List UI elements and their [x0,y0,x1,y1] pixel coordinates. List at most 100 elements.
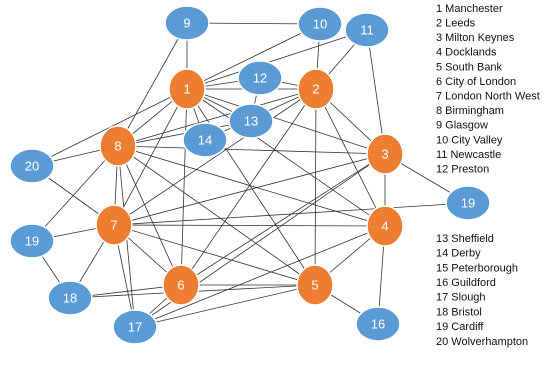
legend-item: 14 Derby [436,248,481,260]
legend-item: 7 London North West [436,91,540,103]
edge [117,145,316,286]
node-label: 5 [311,277,318,292]
node-label: 10 [313,16,327,31]
legend-item: 6 City of London [436,76,516,88]
edge [113,153,386,226]
edge [117,88,317,147]
node-label: 18 [63,290,77,305]
outer-node [228,103,274,139]
node-label: 17 [128,319,142,334]
legend-item: 8 Birmingham [436,105,504,117]
node: 8 [99,125,137,167]
node: 14 [182,122,228,158]
edge [186,23,321,90]
node: 11 [344,12,390,48]
edge [180,88,188,286]
node-label: 13 [244,113,258,128]
node-label: 19 [25,233,39,248]
node: 16 [355,306,401,342]
node: 4 [366,205,404,247]
legend-item: 3 Milton Keynes [436,32,515,44]
legend-item: 2 Leeds [436,18,476,30]
node: 12 [237,60,283,96]
outer-node [297,6,343,42]
legend-item: 1 Manchester [436,3,503,15]
node: 7 [95,204,133,246]
node: 3 [366,133,404,175]
node-label: 11 [360,22,374,37]
outer-node [445,185,491,221]
edge [117,22,188,147]
hub-node [162,264,200,306]
legend-item: 19 Cardiff [436,321,484,333]
edge [314,88,317,286]
edge [113,224,386,227]
node: 20 [9,148,55,184]
edge [113,224,316,286]
node-label: 8 [114,138,121,153]
outer-node [9,148,55,184]
edge [134,225,386,328]
node-label: 12 [253,70,267,85]
legend-item: 10 City Valley [436,134,503,146]
legend-item: 16 Guildford [436,277,496,289]
node-label: 9 [183,15,190,30]
legend: 1 Manchester 2 Leeds 3 Milton Keynes 4 Dock… [436,3,540,348]
node-label: 19 [461,195,475,210]
node: 10 [297,6,343,42]
edge [113,202,469,226]
node: 19 [445,185,491,221]
node: 17 [112,309,158,345]
legend-item: 17 Slough [436,292,486,304]
node: 2 [297,68,335,110]
legend-item: 11 Newcastle [436,149,501,161]
edge [113,88,188,226]
hub-node [366,205,404,247]
legend-item: 18 Bristol [436,306,482,318]
outer-node [355,306,401,342]
legend-item: 20 Wolverhampton [436,336,528,348]
outer-node [182,122,228,158]
node-label: 16 [371,316,385,331]
hub-node [366,133,404,175]
edge [180,153,386,286]
node-label: 3 [381,146,388,161]
edge [117,145,386,155]
hub-node [99,125,137,167]
edge [117,145,182,286]
legend-item: 9 Glasgow [436,120,488,132]
legend-item: 5 South Bank [436,61,503,73]
edge [186,88,386,155]
legend-item: 13 Sheffield [436,233,494,245]
node: 1 [168,68,206,110]
node-label: 14 [198,132,212,147]
edge [315,88,386,227]
outer-node [9,223,55,259]
node: 13 [228,103,274,139]
node: 19 [9,223,55,259]
edge [31,145,119,242]
hub-node [95,204,133,246]
edge [134,284,316,328]
node-label: 2 [312,81,319,96]
edge [186,88,386,227]
outer-node [164,5,210,41]
outer-node [47,280,93,316]
legend-item: 4 Docklands [436,47,497,59]
node: 6 [162,264,200,306]
node: 5 [296,264,334,306]
node-label: 4 [381,218,388,233]
legend-item: 12 Preston [436,164,489,176]
node-label: 7 [110,217,117,232]
outer-node [344,12,390,48]
outer-node [237,60,283,96]
edge [366,29,386,155]
legend-item: 15 Peterborough [436,262,518,274]
edge [186,29,368,90]
node: 18 [47,280,93,316]
outer-node [112,309,158,345]
node: 9 [164,5,210,41]
edge [117,145,386,227]
